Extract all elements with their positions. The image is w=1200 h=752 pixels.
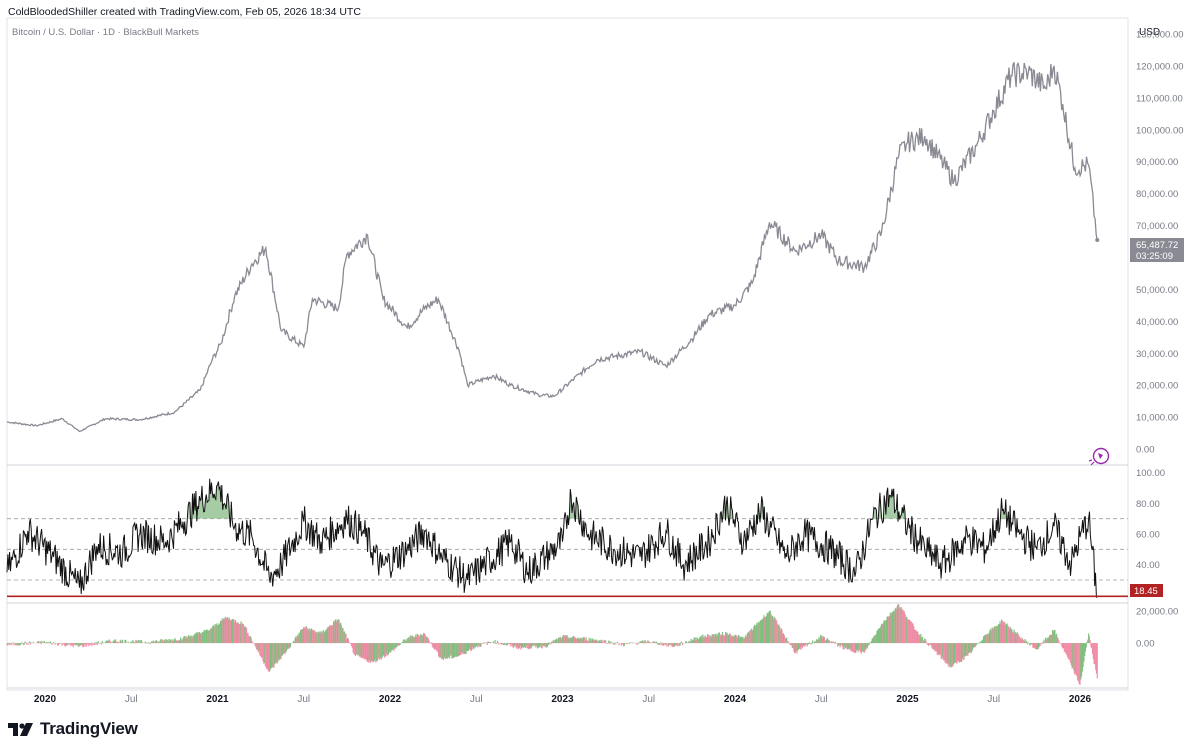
last-price-tag: 65,487.72 03:25:09: [1130, 238, 1184, 262]
rsi-overbought-fill: [884, 487, 898, 519]
rsi-y-axis[interactable]: 40.00 60.00 80.00 100.00: [1136, 468, 1165, 571]
time-tick-label: Jul: [470, 694, 483, 705]
time-tick-label: 2023: [551, 694, 574, 705]
chart-frame: [6, 17, 1129, 691]
price-tick-label: 100,000.00: [1136, 125, 1184, 136]
price-tick-label: 70,000.00: [1136, 221, 1178, 232]
tradingview-logo-icon: [8, 723, 33, 736]
rsi-tick-label: 40.00: [1136, 560, 1160, 571]
replay-icon[interactable]: [1088, 447, 1110, 466]
rsi-overbought-fill: [873, 507, 877, 519]
attribution-text: ColdBloodedShiller created with TradingV…: [8, 6, 361, 18]
chart-canvas[interactable]: 0.00 10,000.00 20,000.00 30,000.00 40,000.00…: [0, 0, 1200, 720]
price-y-axis[interactable]: 0.00 10,000.00 20,000.00 30,000.00 40,000.00…: [1136, 29, 1184, 455]
rsi-tick-label: 100.00: [1136, 468, 1165, 479]
price-tick-label: 130,000.00: [1136, 29, 1184, 40]
time-tick-label: 2020: [34, 694, 57, 705]
symbol-title: Bitcoin / U.S. Dollar · 1D · BlackBull M…: [12, 27, 199, 38]
price-pane[interactable]: [6, 61, 1100, 433]
currency-label: USD: [1139, 27, 1161, 38]
price-tick-label: 110,000.00: [1136, 93, 1183, 104]
price-line: [6, 61, 1098, 433]
time-tick-label: 2021: [206, 694, 229, 705]
price-tick-label: 40,000.00: [1136, 317, 1178, 328]
momentum-y-axis[interactable]: 0.00 20,000.00: [1136, 607, 1178, 650]
countdown-label: 03:25:09: [1136, 251, 1173, 262]
time-tick-label: 2026: [1069, 694, 1092, 705]
price-tick-label: 120,000.00: [1136, 61, 1184, 72]
momentum-pane[interactable]: [6, 603, 1098, 685]
rsi-tick-label: 80.00: [1136, 499, 1160, 510]
price-tick-label: 10,000.00: [1136, 413, 1178, 424]
time-tick-label: Jul: [987, 694, 1000, 705]
tradingview-brand: TradingView: [40, 719, 138, 738]
time-tick-label: 2024: [724, 694, 747, 705]
momentum-tick-label: 0.00: [1136, 639, 1155, 650]
time-tick-label: 2025: [896, 694, 919, 705]
time-tick-label: Jul: [125, 694, 138, 705]
time-tick-label: Jul: [297, 694, 310, 705]
rsi-tick-label: 60.00: [1136, 530, 1160, 541]
price-tick-label: 90,000.00: [1136, 157, 1178, 168]
rsi-line: [6, 478, 1098, 599]
price-tick-label: 80,000.00: [1136, 189, 1178, 200]
last-price-dot: [1095, 237, 1100, 242]
rsi-last-value-label: 18.45: [1134, 586, 1158, 597]
rsi-last-value-tag: 18.45: [1130, 584, 1163, 597]
price-tick-label: 20,000.00: [1136, 381, 1178, 392]
time-tick-label: 2022: [379, 694, 402, 705]
time-tick-label: Jul: [815, 694, 828, 705]
time-tick-label: Jul: [642, 694, 655, 705]
price-tick-label: 30,000.00: [1136, 349, 1178, 360]
last-price-label: 65,487.72: [1136, 240, 1178, 251]
tradingview-logo[interactable]: TradingView: [8, 719, 138, 739]
price-tick-label: 0.00: [1136, 445, 1155, 456]
price-tick-label: 50,000.00: [1136, 285, 1178, 296]
rsi-overbought-fill: [576, 496, 579, 519]
rsi-pane[interactable]: [6, 478, 1128, 599]
momentum-tick-label: 20,000.00: [1136, 607, 1178, 618]
time-axis[interactable]: 2020 Jul 2021 Jul 2022 Jul 2023 Jul 2024 Jul 2025 J…: [34, 694, 1092, 705]
